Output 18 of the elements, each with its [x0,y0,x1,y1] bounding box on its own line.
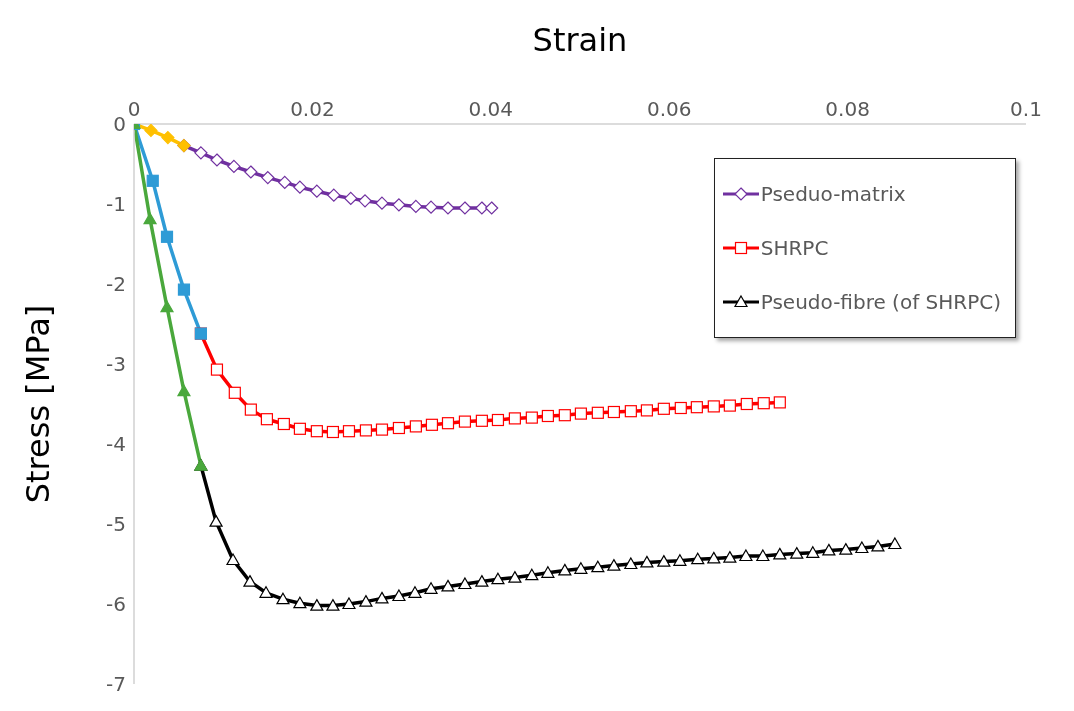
x-tick-label: 0 [127,97,141,121]
y-tick-label: -1 [106,192,126,217]
y-tick-label: -2 [106,272,126,297]
x-axis-title: Strain [532,20,628,59]
x-tick-label: 0.02 [290,97,335,121]
y-tick-label: -3 [106,352,126,377]
y-axis-title: Stress [MPa] [19,304,58,504]
x-tick-label: 0.08 [825,97,870,121]
x-tick-label: 0.06 [646,97,692,121]
legend-label: Pseduo-matrix [760,182,906,206]
x-tick-label: 0.04 [468,97,514,121]
y-tick-label: -7 [106,672,126,697]
legend-label: SHRPC [760,236,829,260]
y-tick-label: -4 [106,432,126,457]
x-tick-label: 0.1 [1010,97,1042,121]
y-tick-label: -5 [106,512,126,537]
y-tick-label: -6 [106,592,126,617]
legend-label: Pseudo-fibre (of SHRPC) [760,290,1001,314]
